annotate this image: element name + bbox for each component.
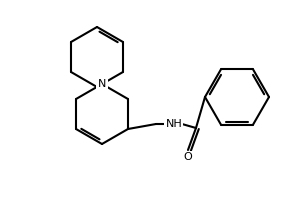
Text: N: N [98, 79, 106, 89]
Text: NH: NH [166, 119, 182, 129]
Text: O: O [184, 152, 192, 162]
